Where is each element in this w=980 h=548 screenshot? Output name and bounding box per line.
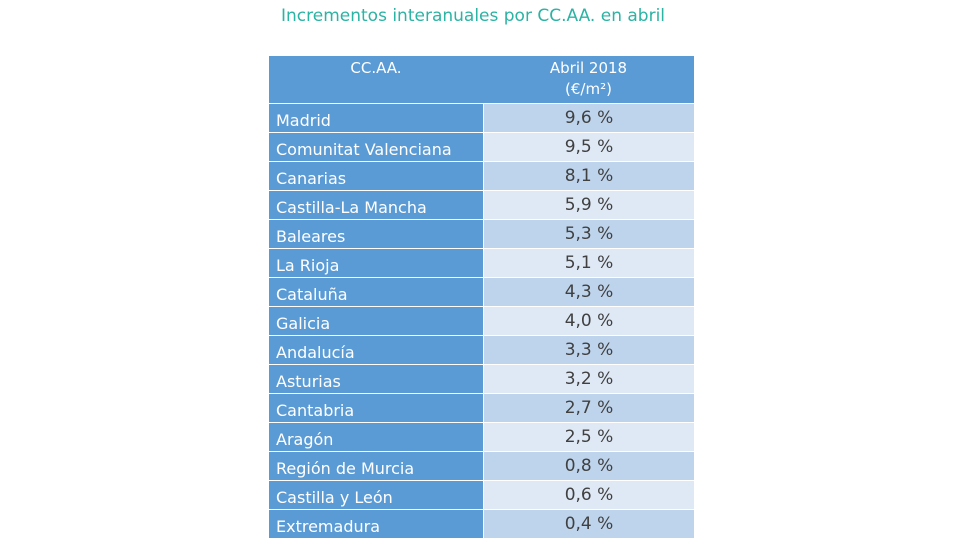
table-row: Castilla y León 0,6 %	[269, 481, 694, 510]
value-cell: 0,6 %	[483, 481, 694, 509]
table-row: Extremadura 0,4 %	[269, 510, 694, 538]
value-cell: 3,2 %	[483, 365, 694, 393]
value-cell: 0,4 %	[483, 510, 694, 538]
value-cell: 5,9 %	[483, 191, 694, 219]
value-cell: 4,0 %	[483, 307, 694, 335]
value-cell: 5,1 %	[483, 249, 694, 277]
data-table: CC.AA. Abril 2018 (€/m²) Madrid 9,6 % Comu…	[269, 56, 694, 538]
region-cell: Castilla y León	[269, 481, 483, 509]
value-cell: 4,3 %	[483, 278, 694, 306]
region-cell: Aragón	[269, 423, 483, 451]
region-cell: Cantabria	[269, 394, 483, 422]
region-cell: Andalucía	[269, 336, 483, 364]
table-row: La Rioja 5,1 %	[269, 249, 694, 278]
region-cell: Extremadura	[269, 510, 483, 538]
table-row: Región de Murcia 0,8 %	[269, 452, 694, 481]
region-cell: Comunitat Valenciana	[269, 133, 483, 161]
region-cell: Cataluña	[269, 278, 483, 306]
region-cell: Galicia	[269, 307, 483, 335]
table-row: Comunitat Valenciana 9,5 %	[269, 133, 694, 162]
value-cell: 0,8 %	[483, 452, 694, 480]
table-header-row: CC.AA. Abril 2018 (€/m²)	[269, 56, 694, 104]
table-row: Castilla-La Mancha 5,9 %	[269, 191, 694, 220]
table-row: Baleares 5,3 %	[269, 220, 694, 249]
value-cell: 2,7 %	[483, 394, 694, 422]
region-cell: Baleares	[269, 220, 483, 248]
table-row: Cataluña 4,3 %	[269, 278, 694, 307]
region-cell: Canarias	[269, 162, 483, 190]
table-row: Madrid 9,6 %	[269, 104, 694, 133]
value-cell: 5,3 %	[483, 220, 694, 248]
table-row: Canarias 8,1 %	[269, 162, 694, 191]
region-cell: Castilla-La Mancha	[269, 191, 483, 219]
region-cell: Región de Murcia	[269, 452, 483, 480]
table-row: Andalucía 3,3 %	[269, 336, 694, 365]
value-cell: 9,6 %	[483, 104, 694, 132]
header-region: CC.AA.	[350, 59, 402, 77]
table-row: Aragón 2,5 %	[269, 423, 694, 452]
header-value: Abril 2018 (€/m²)	[483, 56, 694, 103]
table-body: Madrid 9,6 % Comunitat Valenciana 9,5 % Cana…	[269, 104, 694, 538]
value-cell: 2,5 %	[483, 423, 694, 451]
value-cell: 3,3 %	[483, 336, 694, 364]
region-cell: La Rioja	[269, 249, 483, 277]
table-title: Incrementos interanuales por CC.AA. en a…	[281, 6, 666, 26]
header-value-line1: Abril 2018	[549, 59, 628, 77]
region-cell: Madrid	[269, 104, 483, 132]
value-cell: 9,5 %	[483, 133, 694, 161]
table-row: Cantabria 2,7 %	[269, 394, 694, 423]
table-row: Asturias 3,2 %	[269, 365, 694, 394]
value-cell: 8,1 %	[483, 162, 694, 190]
header-value-line2: (€/m²)	[565, 80, 612, 98]
table-row: Galicia 4,0 %	[269, 307, 694, 336]
region-cell: Asturias	[269, 365, 483, 393]
